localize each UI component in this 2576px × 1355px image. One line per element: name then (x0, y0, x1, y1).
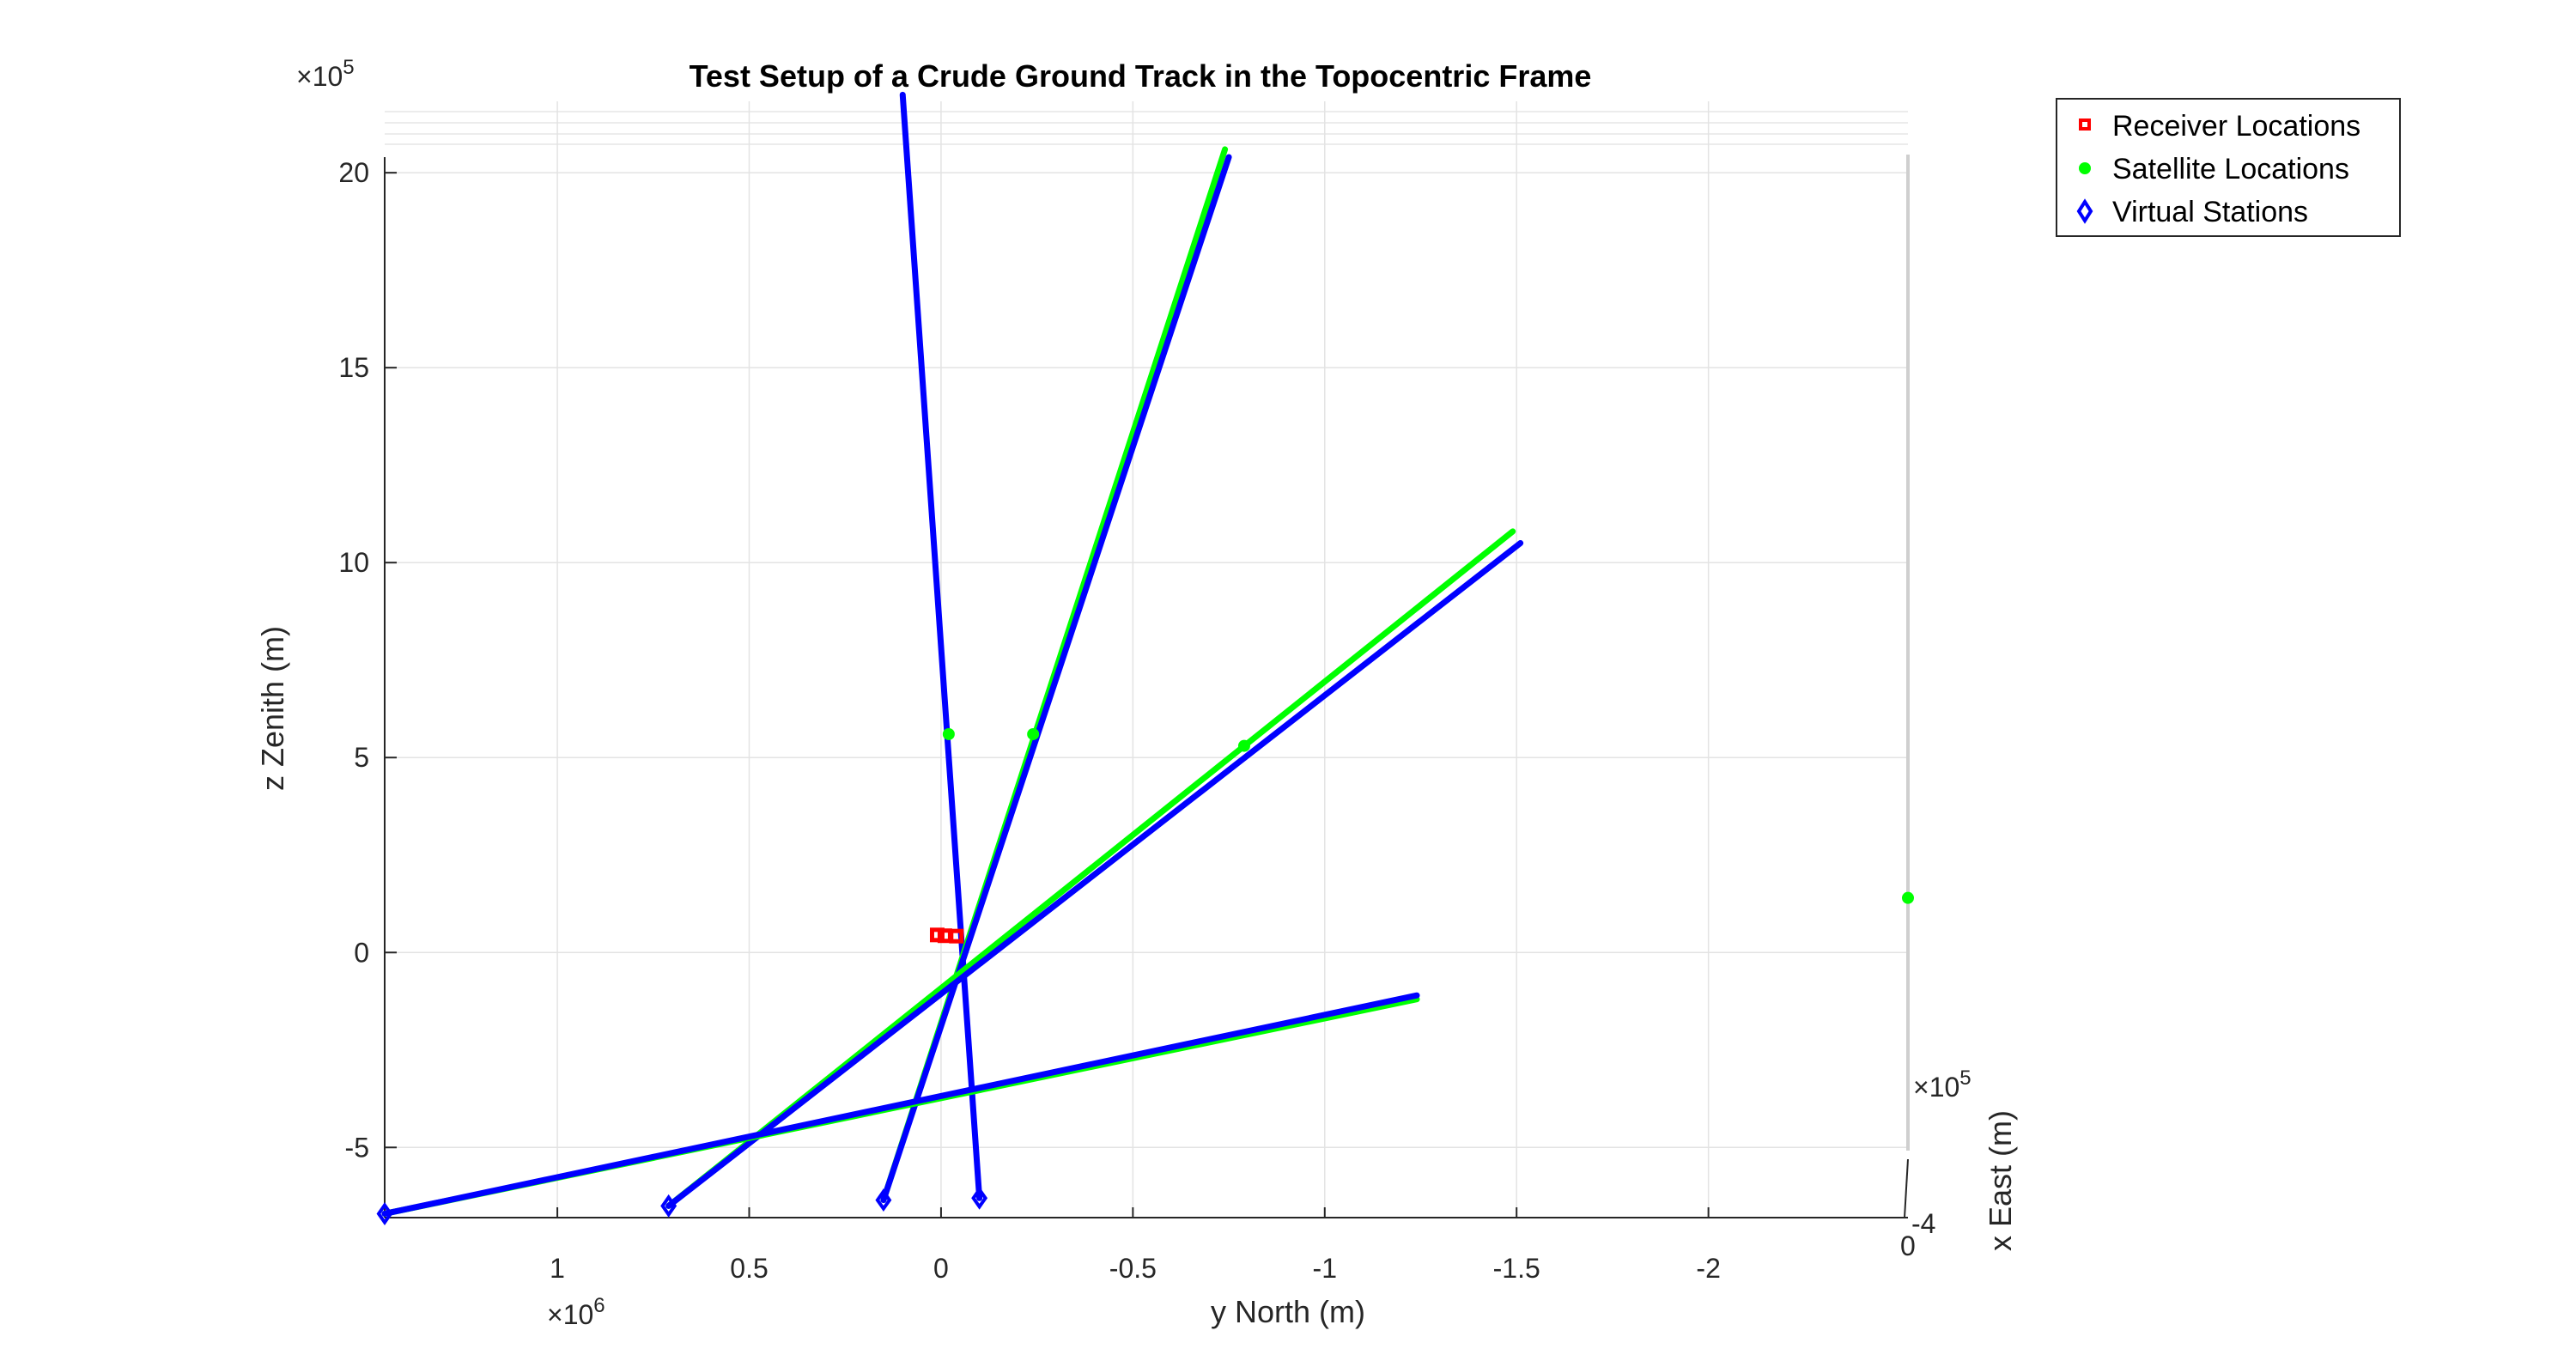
y-tick-label: 5 (354, 742, 369, 773)
x-tick-label: 0 (933, 1253, 949, 1284)
satellite-location-marker (942, 727, 955, 740)
z-axis-label: x East (m) (1983, 1110, 2018, 1251)
legend-label-virtual: Virtual Stations (2112, 196, 2308, 228)
satellite-location-marker (1902, 891, 1914, 904)
x-tick-label: -1 (1313, 1253, 1337, 1284)
ground-track-line (899, 91, 983, 1201)
virtual-station-marker (660, 1194, 677, 1218)
plot-markers (376, 727, 1914, 1225)
legend-label-receiver: Receiver Locations (2112, 110, 2360, 143)
legend-box (2056, 98, 2401, 237)
z-tick-labels: -40 (1900, 1208, 1935, 1261)
y-tick-label: 0 (354, 937, 369, 968)
x-tick-label: 1 (550, 1253, 565, 1284)
x-exponent-base: ×10 (547, 1299, 593, 1330)
satellite-location-marker (1237, 739, 1250, 752)
x-exponent-power: 6 (593, 1294, 605, 1317)
z-tick-label: -4 (1911, 1208, 1935, 1239)
virtual-station-marker (875, 1188, 892, 1212)
z-axis-line (1904, 1158, 1909, 1218)
y-tick-label: 10 (338, 547, 369, 578)
legend-marker-virtual (2076, 198, 2093, 224)
z-exponent: ×105 (1913, 1066, 1971, 1103)
y-exponent-base: ×10 (296, 61, 343, 92)
chart-title: Test Setup of a Crude Ground Track in th… (690, 58, 1592, 94)
x-exponent: ×106 (547, 1294, 605, 1330)
legend: Receiver Locations Satellite Locations V… (2056, 98, 2401, 237)
y-tick-label: -5 (345, 1132, 369, 1163)
z-exponent-base: ×10 (1913, 1072, 1959, 1103)
ground-track-line (665, 540, 1524, 1209)
y-tick-label: 20 (338, 157, 369, 188)
ground-track-line (880, 154, 1232, 1204)
y-exponent: ×105 (296, 56, 355, 92)
y-exponent-power: 5 (343, 56, 354, 79)
legend-label-satellite: Satellite Locations (2112, 153, 2349, 185)
ground-track-line (381, 992, 1420, 1217)
grid-lines (385, 101, 1908, 1218)
legend-marker-satellite (2079, 162, 2091, 174)
x-axis-label: y North (m) (1211, 1294, 1365, 1329)
receiver-location-marker (949, 928, 964, 944)
z-exponent-power: 5 (1959, 1066, 1971, 1090)
satellite-location-marker (1027, 727, 1040, 740)
x-tick-labels: 1 0.5 0 -0.5 -1 -1.5 -2 (550, 1253, 1721, 1284)
z-tick-label: 0 (1900, 1230, 1916, 1261)
virtual-station-marker (971, 1186, 988, 1210)
virtual-station-marker (376, 1201, 393, 1225)
x-tick-label: 0.5 (730, 1253, 768, 1284)
x-tick-label: -2 (1696, 1253, 1720, 1284)
legend-marker-receiver (2079, 118, 2091, 131)
plot-lines (381, 91, 1524, 1217)
y-tick-labels: -5 0 5 10 15 20 (338, 157, 369, 1163)
y-tick-label: 15 (338, 352, 369, 383)
axes-lines (384, 155, 1910, 1218)
y-axis-label: z Zenith (m) (255, 626, 290, 791)
x-tick-label: -1.5 (1493, 1253, 1540, 1284)
x-tick-label: -0.5 (1109, 1253, 1157, 1284)
receiver-location-marker (929, 927, 945, 943)
depth-grid (385, 111, 1908, 145)
